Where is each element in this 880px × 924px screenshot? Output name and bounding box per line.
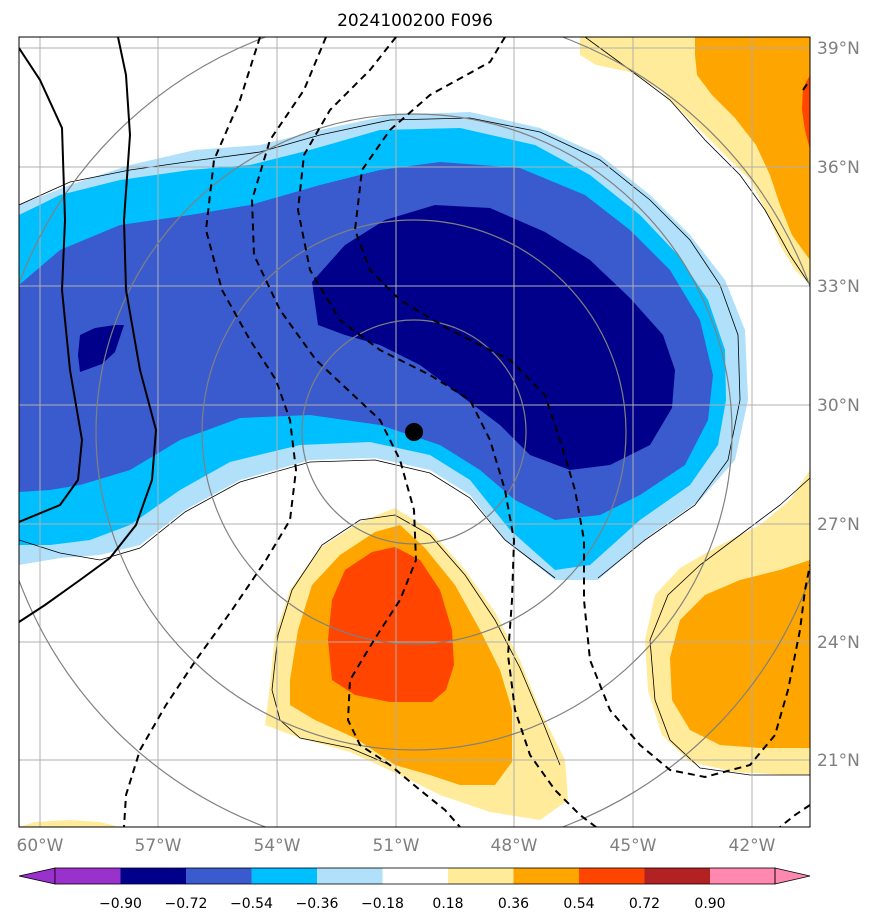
x-tick-label: 48°W <box>491 836 538 856</box>
x-axis-labels: 60°W 57°W 54°W 51°W 48°W 45°W 42°W <box>17 836 776 856</box>
x-tick-label: 60°W <box>17 836 64 856</box>
x-tick-label: 57°W <box>135 836 182 856</box>
colorbar-bin <box>448 868 514 884</box>
colorbar-bin <box>55 868 121 884</box>
y-tick-label: 39°N <box>817 39 860 59</box>
colorbar-label: −0.54 <box>230 896 273 912</box>
colorbar-bin <box>710 868 775 884</box>
x-tick-label: 51°W <box>373 836 420 856</box>
colorbar-bin <box>120 868 186 884</box>
y-tick-label: 33°N <box>817 277 860 297</box>
y-tick-label: 24°N <box>817 633 860 653</box>
contour-fill-neg-072 <box>312 205 675 470</box>
colorbar-bin <box>317 868 383 884</box>
range-rings <box>19 37 810 827</box>
contour-fill-pos-036-ne <box>695 37 810 260</box>
map-frame <box>18 36 811 828</box>
x-tick-label: 42°W <box>729 836 776 856</box>
colorbar-extend-high <box>774 867 811 885</box>
colorbar-label: 0.18 <box>432 896 463 912</box>
x-tick-label: 54°W <box>254 836 301 856</box>
x-tick-label: 45°W <box>610 836 657 856</box>
solid-contours <box>19 37 158 623</box>
colorbar-label: −0.18 <box>361 896 404 912</box>
colorbar-bin <box>251 868 317 884</box>
y-tick-label: 30°N <box>817 396 860 416</box>
colorbar: −0.90 −0.72 −0.54 −0.36 −0.18 0.18 0.36 … <box>18 867 811 912</box>
chart-title: 2024100200 F096 <box>337 11 493 31</box>
positive-anomaly-fields <box>19 37 810 827</box>
colorbar-label: −0.36 <box>296 896 339 912</box>
colorbar-extend-low <box>18 867 56 885</box>
y-axis-labels: 39°N 36°N 33°N 30°N 27°N 24°N 21°N <box>817 39 860 771</box>
dashed-contours <box>123 37 810 827</box>
anomaly-contour-lines <box>19 37 810 776</box>
colorbar-bin <box>579 868 645 884</box>
y-tick-label: 36°N <box>817 158 860 178</box>
colorbar-bin <box>382 868 448 884</box>
colorbar-bin <box>513 868 579 884</box>
colorbar-frame <box>54 867 776 885</box>
contour-fill-pos-054-ne <box>802 75 810 150</box>
contour-fill-pos-018-sw <box>19 820 120 827</box>
contour-fill-neg-072-small <box>78 325 124 372</box>
colorbar-bin <box>644 868 710 884</box>
negative-anomaly-fields <box>19 112 748 580</box>
colorbar-label: 0.36 <box>498 896 529 912</box>
colorbar-label: −0.72 <box>165 896 208 912</box>
y-tick-label: 21°N <box>817 751 860 771</box>
colorbar-label: 0.72 <box>629 896 660 912</box>
map-area <box>19 37 810 827</box>
colorbar-label: 0.90 <box>694 896 725 912</box>
colorbar-label: 0.54 <box>563 896 594 912</box>
contour-fill-pos-036-se <box>670 560 810 748</box>
storm-center-marker <box>405 423 423 441</box>
colorbar-bin <box>186 868 252 884</box>
y-tick-label: 27°N <box>817 515 860 535</box>
colorbar-label: −0.90 <box>99 896 142 912</box>
